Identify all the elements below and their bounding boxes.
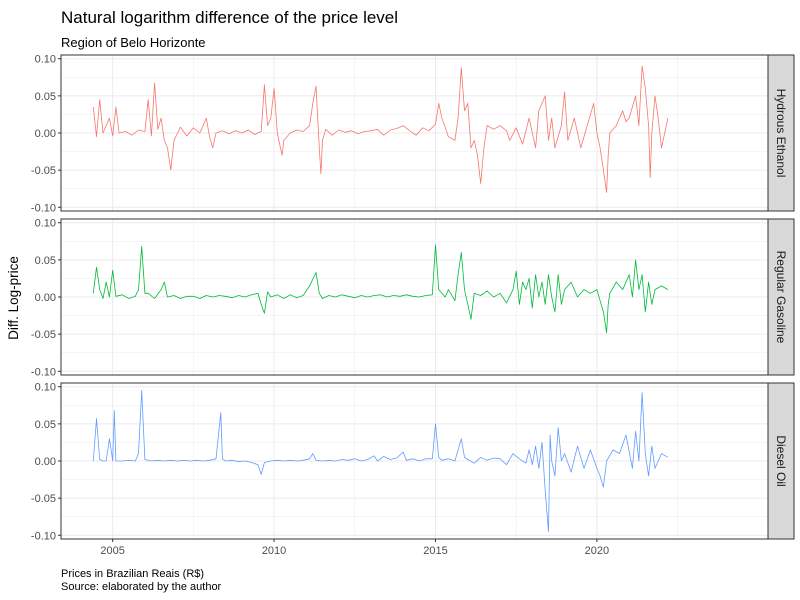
facet-strip-label: Diesel Oil: [774, 435, 788, 486]
y-tick-label: -0.10: [31, 366, 56, 378]
facet-strip-label: Regular Gasoline: [774, 251, 788, 344]
y-tick-label: -0.05: [31, 329, 56, 341]
facet-strip: [767, 382, 795, 540]
y-tick-label: -0.05: [31, 493, 56, 505]
y-tick-label: 0.10: [35, 218, 56, 230]
chart-subtitle: Region of Belo Horizonte: [61, 35, 206, 50]
x-axis: 2005 2010 2015 2020: [100, 539, 609, 557]
chart-title: Natural logarithm difference of the pric…: [61, 8, 398, 27]
y-tick-label: 0.05: [35, 419, 56, 431]
facet-diesel-oil: Diesel Oil -0.10 -0.05 0.00 0.05 0.10: [31, 382, 795, 542]
y-axis-label: Diff. Log-price: [6, 256, 21, 340]
caption-source: Source: elaborated by the author: [61, 581, 222, 593]
x-tick-label: 2010: [262, 545, 286, 557]
series-line: [92, 390, 669, 532]
series-line: [92, 244, 669, 334]
y-tick-label: 0.05: [35, 255, 56, 267]
facet-strip: [767, 218, 795, 376]
x-tick-label: 2015: [423, 545, 447, 557]
y-tick-label: -0.10: [31, 530, 56, 542]
x-tick-label: 2020: [585, 545, 609, 557]
y-tick-label: 0.00: [35, 128, 56, 140]
facet-regular-gasoline: Regular Gasoline -0.10 -0.05 0.00 0.05 0.10: [31, 218, 795, 378]
facet-strip: [767, 54, 795, 212]
facet-panels: Hydrous Ethanol-0.10-0.050.000.050.10Reg…: [31, 54, 795, 542]
y-tick-label: -0.10: [31, 202, 56, 214]
y-tick-label: -0.05: [31, 165, 56, 177]
y-tick-label: 0.10: [35, 382, 56, 394]
x-tick-label: 2005: [100, 545, 124, 557]
y-tick-label: 0.10: [35, 54, 56, 66]
facet-hydrous-ethanol: Hydrous Ethanol -0.10 -0.05 0.00 0.05 0.10: [31, 54, 795, 214]
series-line: [92, 65, 669, 193]
y-tick-label: 0.05: [35, 91, 56, 103]
y-tick-label: 0.00: [35, 292, 56, 304]
caption-prices: Prices in Brazilian Reais (R$): [61, 568, 204, 580]
facet-strip-label: Hydrous Ethanol: [774, 89, 788, 178]
y-tick-label: 0.00: [35, 456, 56, 468]
